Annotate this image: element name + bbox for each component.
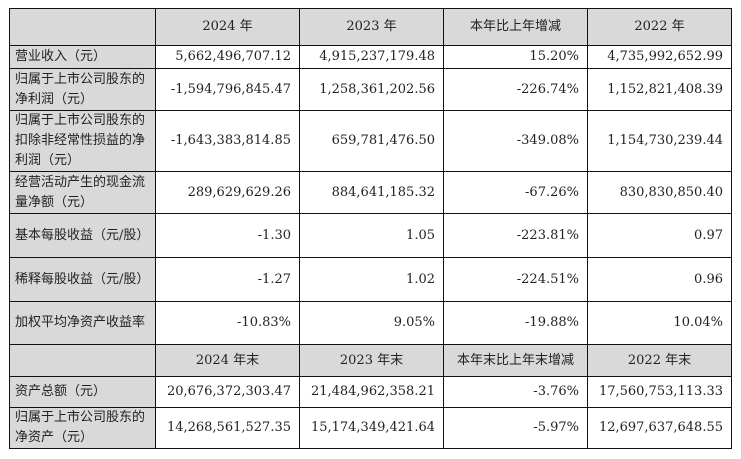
table-row: 归属于上市公司股东的扣除非经常性损益的净利润（元） -1,643,383,814.… <box>9 110 732 172</box>
value-cell: -1.30 <box>155 213 300 258</box>
header-row: 2024 年 2023 年本年比上年增减 2022 年 <box>9 8 732 46</box>
value-cell: 0.96 <box>587 257 732 302</box>
row-label: 营业收入（元） <box>9 45 156 69</box>
value-cell: -1.27 <box>155 257 300 302</box>
value-cell: 4,735,992,652.99 <box>587 45 732 69</box>
value-cell: -1,643,383,814.85 <box>155 110 300 172</box>
table-row: 基本每股收益（元/股） -1.30 1.05 -223.81% 0.97 <box>9 213 732 258</box>
value-cell: 0.97 <box>587 213 732 258</box>
value-cell: 1.05 <box>299 213 444 258</box>
value-cell: 1,154,730,239.44 <box>587 110 732 172</box>
column-header: 本年比上年增减 <box>443 8 588 46</box>
value-cell: 659,781,476.50 <box>299 110 444 172</box>
column-header: 2023 年末 <box>299 344 444 377</box>
value-cell: 1,258,361,202.56 <box>299 68 444 111</box>
value-cell: -349.08% <box>443 110 588 172</box>
value-cell: 15,174,349,421.64 <box>299 407 444 449</box>
value-cell: 289,629,629.26 <box>155 171 300 214</box>
table-row: 归属于上市公司股东的净利润（元） -1,594,796,845.47 1,258,3… <box>9 68 732 111</box>
value-cell: 830,830,850.40 <box>587 171 732 214</box>
value-cell: 15.20% <box>443 45 588 69</box>
row-label: 资产总额（元） <box>9 376 156 408</box>
value-cell: 884,641,185.32 <box>299 171 444 214</box>
row-label: 稀释每股收益（元/股） <box>9 257 156 302</box>
value-cell: -10.83% <box>155 301 300 345</box>
table-row: 营业收入（元） 5,662,496,707.12 4,915,237,179.48 1… <box>9 45 732 69</box>
value-cell: 14,268,561,527.35 <box>155 407 300 449</box>
value-cell: 10.04% <box>587 301 732 345</box>
column-header: 2024 年末 <box>155 344 300 377</box>
row-label: 归属于上市公司股东的净利润（元） <box>9 68 156 111</box>
value-cell: -67.26% <box>443 171 588 214</box>
value-cell: 9.05% <box>299 301 444 345</box>
value-cell: -224.51% <box>443 257 588 302</box>
value-cell: 4,915,237,179.48 <box>299 45 444 69</box>
table-row: 归属于上市公司股东的净资产（元） 14,268,561,527.35 15,174,… <box>9 407 732 449</box>
value-cell: 1.02 <box>299 257 444 302</box>
table-row: 经营活动产生的现金流量净额（元） 289,629,629.26 884,641,18… <box>9 171 732 214</box>
value-cell: 21,484,962,358.21 <box>299 376 444 408</box>
value-cell: -1,594,796,845.47 <box>155 68 300 111</box>
value-cell: -5.97% <box>443 407 588 449</box>
row-label: 加权平均净资产收益率 <box>9 301 156 345</box>
row-label: 归属于上市公司股东的净资产（元） <box>9 407 156 449</box>
table-row: 加权平均净资产收益率 -10.83% 9.05% -19.88% 10.04% <box>9 301 732 345</box>
column-header: 本年末比上年末增减 <box>443 344 588 377</box>
value-cell: -223.81% <box>443 213 588 258</box>
header-blank-cell <box>9 344 156 377</box>
row-label: 归属于上市公司股东的扣除非经常性损益的净利润（元） <box>9 110 156 172</box>
value-cell: 1,152,821,408.39 <box>587 68 732 111</box>
value-cell: -3.76% <box>443 376 588 408</box>
header-row: 2024 年末 2023 年末 本年末比上年末增减 2022 年末 <box>9 344 732 377</box>
row-label: 经营活动产生的现金流量净额（元） <box>9 171 156 214</box>
value-cell: -19.88% <box>443 301 588 345</box>
column-header: 2022 年末 <box>587 344 732 377</box>
value-cell: 17,560,753,113.33 <box>587 376 732 408</box>
value-cell: 20,676,372,303.47 <box>155 376 300 408</box>
header-blank-cell <box>9 8 156 46</box>
value-cell: -226.74% <box>443 68 588 111</box>
value-cell: 12,697,637,648.55 <box>587 407 732 449</box>
value-cell: 5,662,496,707.12 <box>155 45 300 69</box>
column-header: 2022 年 <box>587 8 732 46</box>
column-header: 2023 年 <box>299 8 444 46</box>
table-row: 稀释每股收益（元/股） -1.27 1.02 -224.51% 0.96 <box>9 257 732 302</box>
financial-summary-table: 2024 年 2023 年本年比上年增减 2022 年营业收入（元） 5,662,49… <box>9 8 732 449</box>
table-row: 资产总额（元） 20,676,372,303.47 21,484,962,358.2… <box>9 376 732 408</box>
column-header: 2024 年 <box>155 8 300 46</box>
row-label: 基本每股收益（元/股） <box>9 213 156 258</box>
